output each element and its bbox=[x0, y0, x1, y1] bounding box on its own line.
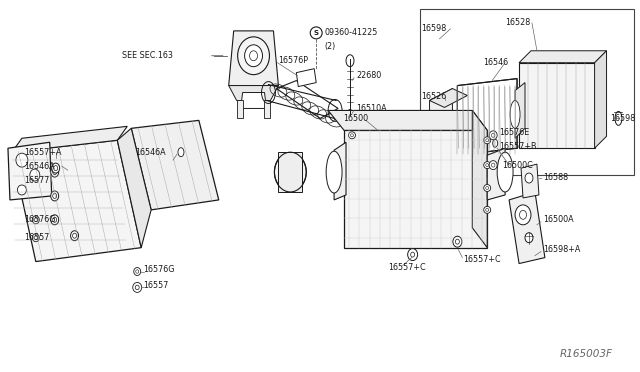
Polygon shape bbox=[595, 51, 607, 148]
Ellipse shape bbox=[510, 100, 520, 128]
Polygon shape bbox=[228, 86, 278, 100]
Text: 16546A: 16546A bbox=[135, 148, 166, 157]
Polygon shape bbox=[344, 130, 487, 248]
Polygon shape bbox=[237, 100, 243, 118]
Ellipse shape bbox=[275, 153, 307, 191]
Text: 16588: 16588 bbox=[543, 173, 568, 182]
Polygon shape bbox=[296, 69, 316, 87]
Ellipse shape bbox=[51, 191, 59, 201]
Ellipse shape bbox=[132, 282, 141, 292]
Text: 16576G: 16576G bbox=[24, 215, 56, 224]
Ellipse shape bbox=[70, 231, 79, 241]
Ellipse shape bbox=[484, 206, 491, 214]
Text: 16546A: 16546A bbox=[24, 161, 54, 171]
Ellipse shape bbox=[484, 137, 491, 144]
Ellipse shape bbox=[178, 148, 184, 157]
Polygon shape bbox=[472, 110, 487, 248]
Polygon shape bbox=[509, 192, 545, 263]
Polygon shape bbox=[12, 140, 141, 262]
Ellipse shape bbox=[17, 185, 26, 195]
Ellipse shape bbox=[32, 234, 39, 242]
Text: S: S bbox=[314, 30, 319, 36]
Polygon shape bbox=[515, 83, 525, 138]
Text: 16510A: 16510A bbox=[356, 104, 387, 113]
Text: R165003F: R165003F bbox=[560, 349, 613, 359]
Ellipse shape bbox=[484, 162, 491, 169]
Polygon shape bbox=[429, 89, 452, 160]
Ellipse shape bbox=[497, 152, 513, 192]
Ellipse shape bbox=[51, 215, 59, 225]
Ellipse shape bbox=[30, 169, 40, 181]
Ellipse shape bbox=[326, 151, 342, 193]
Text: 16526: 16526 bbox=[422, 92, 447, 101]
Polygon shape bbox=[228, 31, 278, 86]
Polygon shape bbox=[487, 148, 505, 200]
Ellipse shape bbox=[408, 248, 418, 260]
Text: 16598: 16598 bbox=[422, 25, 447, 33]
Ellipse shape bbox=[32, 216, 39, 224]
Ellipse shape bbox=[428, 115, 444, 145]
Polygon shape bbox=[429, 89, 467, 108]
Polygon shape bbox=[519, 63, 595, 148]
Text: 16546: 16546 bbox=[483, 58, 508, 67]
Polygon shape bbox=[131, 121, 219, 210]
Ellipse shape bbox=[489, 161, 497, 170]
Polygon shape bbox=[241, 93, 266, 109]
Polygon shape bbox=[521, 164, 539, 198]
Polygon shape bbox=[117, 128, 151, 248]
Ellipse shape bbox=[282, 161, 300, 183]
Ellipse shape bbox=[237, 37, 269, 75]
Text: 09360-41225: 09360-41225 bbox=[324, 28, 378, 37]
Polygon shape bbox=[278, 152, 302, 192]
Text: 16500C: 16500C bbox=[502, 161, 533, 170]
Text: 16557: 16557 bbox=[24, 233, 49, 242]
Ellipse shape bbox=[52, 163, 60, 173]
Text: 16557+C: 16557+C bbox=[463, 255, 501, 264]
Text: 16528: 16528 bbox=[505, 19, 531, 28]
Ellipse shape bbox=[525, 173, 533, 183]
Polygon shape bbox=[334, 142, 346, 200]
Ellipse shape bbox=[51, 167, 59, 177]
Polygon shape bbox=[264, 100, 271, 118]
Text: 16557+C: 16557+C bbox=[388, 263, 426, 272]
Text: 16557: 16557 bbox=[143, 281, 168, 290]
Text: 16576G: 16576G bbox=[143, 265, 175, 274]
Ellipse shape bbox=[453, 236, 462, 247]
Text: 16577: 16577 bbox=[24, 176, 49, 185]
Text: 16557+B: 16557+B bbox=[499, 142, 537, 151]
Ellipse shape bbox=[16, 153, 28, 167]
Text: (2): (2) bbox=[324, 42, 335, 51]
Text: 16576E: 16576E bbox=[499, 128, 529, 137]
Text: 16576P: 16576P bbox=[278, 56, 308, 65]
Text: 22680: 22680 bbox=[356, 71, 381, 80]
Text: 16557+A: 16557+A bbox=[24, 148, 61, 157]
Text: 16598+A: 16598+A bbox=[543, 245, 580, 254]
Text: 16598: 16598 bbox=[611, 114, 636, 123]
Ellipse shape bbox=[484, 185, 491, 192]
Polygon shape bbox=[328, 110, 487, 130]
Ellipse shape bbox=[346, 55, 354, 67]
Text: SEE SEC.163: SEE SEC.163 bbox=[122, 51, 173, 60]
Ellipse shape bbox=[515, 205, 531, 225]
Ellipse shape bbox=[134, 267, 141, 276]
Ellipse shape bbox=[244, 45, 262, 67]
Polygon shape bbox=[519, 51, 607, 63]
Text: 16500: 16500 bbox=[343, 114, 368, 123]
Ellipse shape bbox=[525, 233, 533, 243]
Ellipse shape bbox=[493, 139, 498, 147]
Ellipse shape bbox=[489, 131, 497, 140]
Polygon shape bbox=[8, 142, 52, 200]
Polygon shape bbox=[12, 126, 127, 152]
Ellipse shape bbox=[349, 132, 355, 139]
Text: 16500A: 16500A bbox=[543, 215, 573, 224]
